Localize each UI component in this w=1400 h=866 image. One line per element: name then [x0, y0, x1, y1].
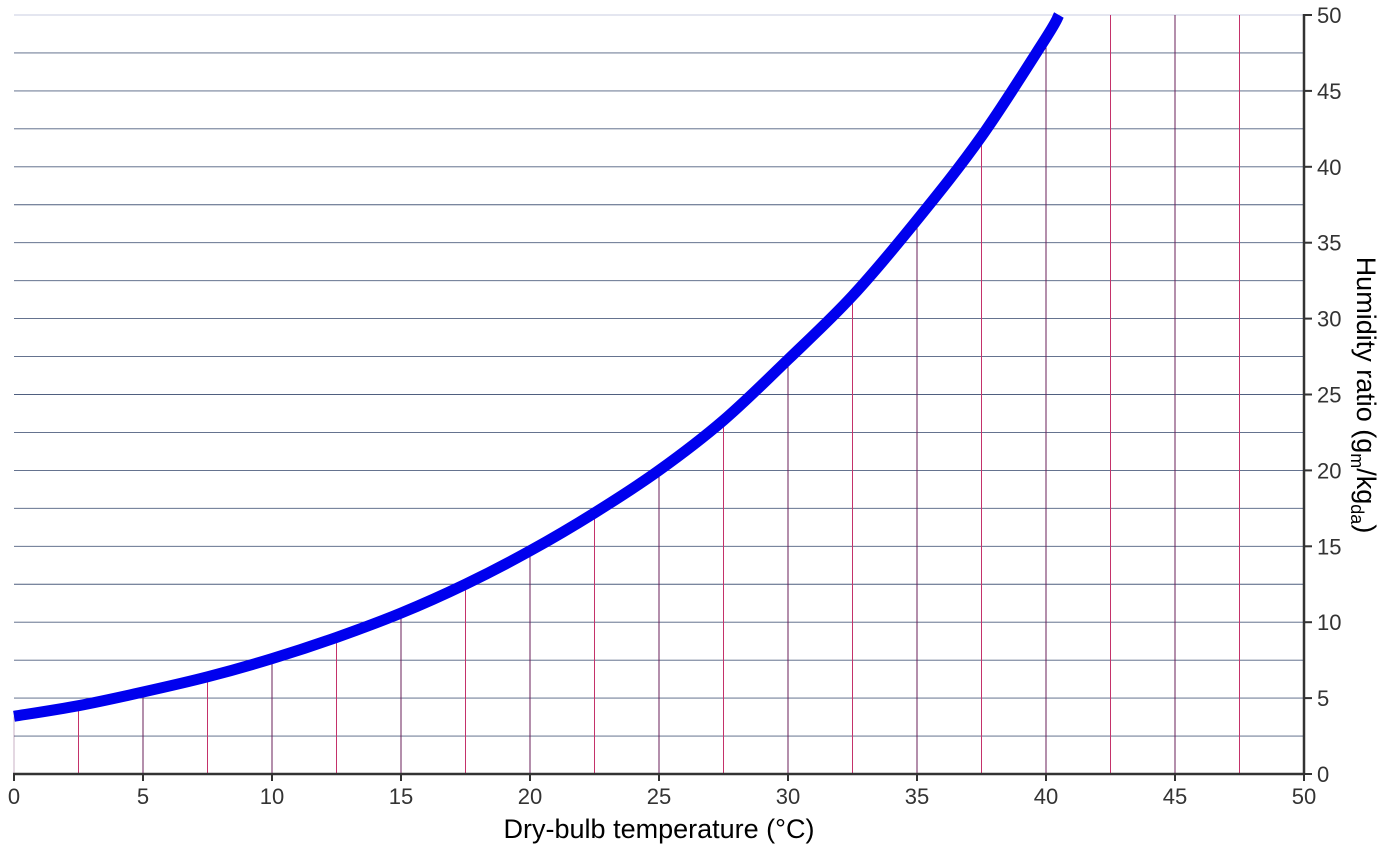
- y-axis-label-end: ): [1351, 524, 1381, 533]
- series-curve: [13, 12, 1064, 722]
- x-tick-label: 50: [1292, 784, 1316, 809]
- x-tick-label: 20: [518, 784, 542, 809]
- x-tick-label: 5: [137, 784, 149, 809]
- saturation-curve: [13, 12, 1064, 722]
- x-tick-label: 15: [389, 784, 413, 809]
- y-tick-label: 5: [1317, 686, 1329, 711]
- y-ticks: 0 5 10 15 20 25 30 35 40 45 50: [1304, 3, 1341, 787]
- y-tick-label: 30: [1317, 307, 1341, 332]
- x-tick-label: 40: [1034, 784, 1058, 809]
- y-tick-label: 50: [1317, 3, 1341, 28]
- x-tick-label: 0: [8, 784, 20, 809]
- y-tick-label: 20: [1317, 458, 1341, 483]
- x-tick-label: 25: [647, 784, 671, 809]
- grid: [13, 14, 1304, 774]
- y-axis-label-sub1: m: [1347, 453, 1367, 468]
- y-tick-label: 35: [1317, 231, 1341, 256]
- y-tick-label: 15: [1317, 534, 1341, 559]
- y-tick-label: 45: [1317, 79, 1341, 104]
- y-tick-label: 10: [1317, 610, 1341, 635]
- x-tick-label: 10: [260, 784, 284, 809]
- x-tick-label: 30: [776, 784, 800, 809]
- x-tick-label: 35: [905, 784, 929, 809]
- y-axis-label-sub2: da: [1347, 504, 1367, 525]
- y-tick-label: 40: [1317, 155, 1341, 180]
- x-tick-label: 45: [1163, 784, 1187, 809]
- y-axis-label-main: Humidity ratio (g: [1351, 257, 1381, 454]
- y-tick-label: 25: [1317, 383, 1341, 408]
- y-axis-label: Humidity ratio (gm/kgda): [1347, 257, 1381, 534]
- y-axis-label-mid: /kg: [1351, 468, 1381, 504]
- y-tick-label: 0: [1317, 762, 1329, 787]
- x-ticks: 0 5 10 15 20 25 30 35 40 45 50: [8, 774, 1316, 809]
- x-axis-label: Dry-bulb temperature (°C): [504, 814, 815, 844]
